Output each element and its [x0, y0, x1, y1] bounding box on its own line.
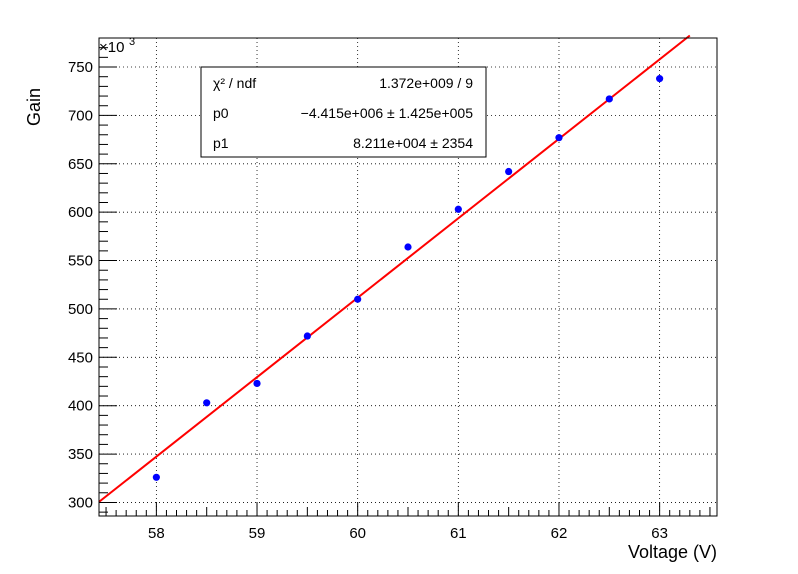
data-point: [303, 332, 311, 340]
y-exponent-base: ×10: [99, 39, 124, 56]
y-tick-label: 700: [68, 107, 93, 124]
x-tick-label: 59: [249, 525, 266, 542]
data-point: [203, 399, 211, 407]
x-tick-label: 58: [148, 525, 165, 542]
x-axis-ticks: 58 59 60 61 62 63: [105, 502, 711, 542]
y-tick-label: 500: [68, 301, 93, 318]
y-tick-label: 350: [68, 446, 93, 463]
y-tick-label: 550: [68, 253, 93, 270]
stats-box-frame: [200, 66, 487, 158]
y-exponent: ×10 3: [99, 36, 135, 56]
stats-row-2-value: 8.211e+004 ± 2354: [353, 135, 473, 151]
y-tick-label: 300: [68, 494, 93, 511]
x-tick-label: 62: [551, 525, 568, 542]
y-tick-label: 600: [68, 204, 93, 221]
data-point: [354, 295, 362, 303]
stats-row-1-name: p0: [213, 105, 229, 121]
x-axis-title: Voltage (V): [628, 542, 717, 562]
data-point: [505, 167, 513, 176]
y-axis-title: Gain: [24, 88, 44, 126]
x-tick-label: 60: [349, 525, 366, 542]
data-point: [454, 205, 462, 213]
y-tick-label: 650: [68, 156, 93, 173]
data-point: [656, 75, 664, 83]
stats-row-0-name: χ² / ndf: [213, 75, 256, 91]
y-axis-ticks: 300 350 400 450 500 550 600 650 700 750: [68, 37, 117, 513]
fit-line: [98, 34, 691, 503]
x-tick-label: 61: [450, 525, 467, 542]
y-tick-label: 450: [68, 349, 93, 366]
data-point: [605, 95, 613, 103]
y-tick-label: 400: [68, 398, 93, 415]
data-point: [555, 134, 563, 142]
data-point: [152, 473, 160, 481]
data-points: [152, 75, 664, 481]
stats-row-0-value: 1.372e+009 / 9: [379, 75, 473, 91]
y-exponent-power: 3: [129, 36, 135, 48]
data-point: [253, 379, 261, 388]
data-point: [404, 243, 412, 251]
stats-row-2-name: p1: [213, 135, 229, 151]
y-tick-label: 750: [68, 59, 93, 76]
stats-row-1-value: −4.415e+006 ± 1.425e+005: [301, 105, 474, 121]
x-tick-label: 63: [651, 525, 668, 542]
stats-box: χ² / ndf 1.372e+009 / 9 p0 −4.415e+006 ±…: [200, 66, 487, 158]
fit-line-segment: [98, 34, 691, 503]
